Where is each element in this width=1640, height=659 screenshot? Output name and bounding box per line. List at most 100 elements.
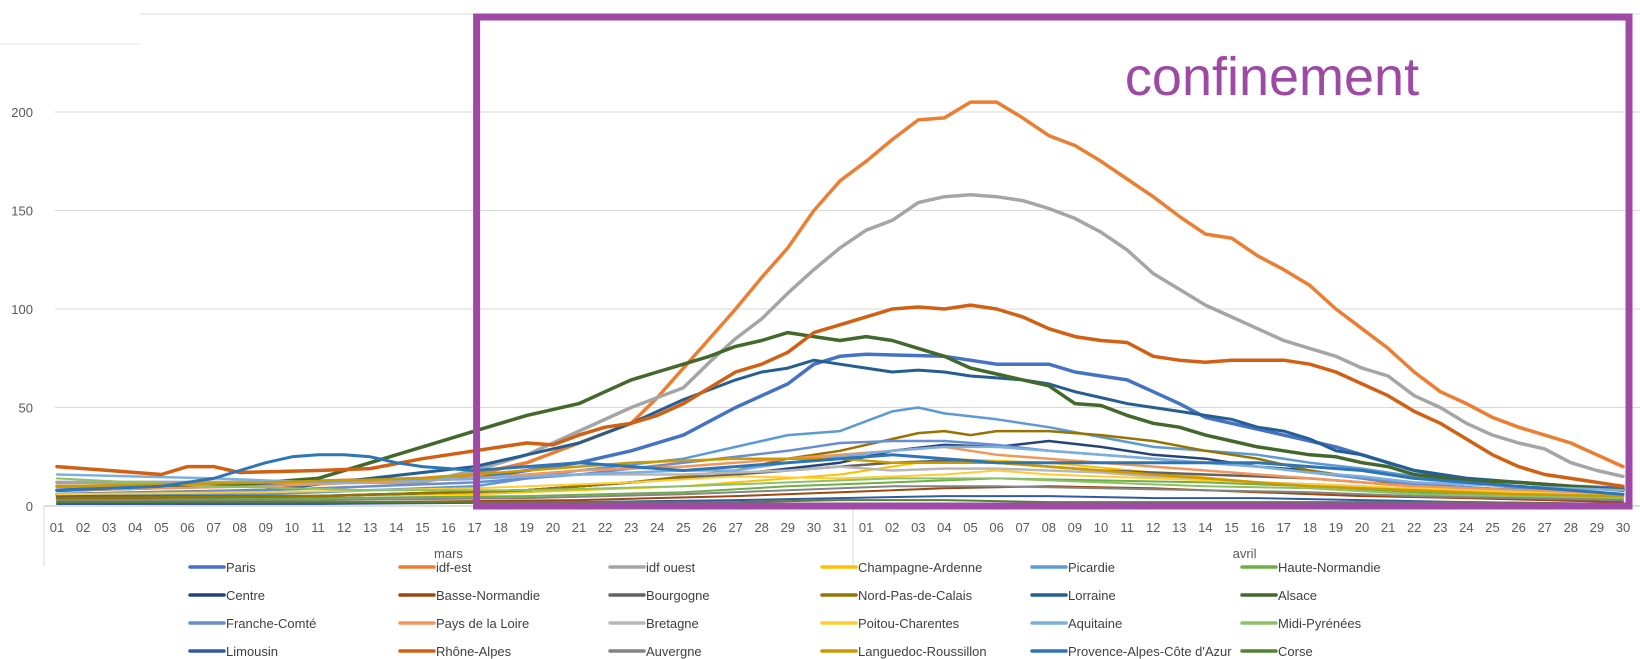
gridlines (0, 13, 1640, 507)
legend-label: Basse-Normandie (436, 588, 540, 603)
legend-item: Corse (1240, 644, 1313, 659)
legend-item: Centre (188, 588, 265, 603)
x-tick-label: 20 (546, 520, 560, 535)
series-line (55, 445, 1625, 492)
x-tick-label: 19 (1329, 520, 1343, 535)
x-tick-label: 19 (520, 520, 534, 535)
x-tick-label: 12 (1146, 520, 1160, 535)
x-tick-label: 06 (989, 520, 1003, 535)
legend-item: Champagne-Ardenne (820, 560, 982, 575)
x-tick-label: 15 (1224, 520, 1238, 535)
legend-label: idf-est (436, 560, 472, 575)
series-line (55, 453, 1625, 496)
confinement-label: confinement (1125, 47, 1419, 107)
legend-item: Languedoc-Roussillon (820, 644, 987, 659)
x-tick-label: 14 (1198, 520, 1212, 535)
x-tick-label: 08 (1042, 520, 1056, 535)
legend-label: Bretagne (646, 616, 699, 631)
legend-item: idf ouest (608, 560, 696, 575)
legend-label: Franche-Comté (226, 616, 316, 631)
x-tick-label: 24 (650, 520, 664, 535)
legend: Paris idf-est idf ouest Champagne-Ardenne Pi… (188, 560, 1381, 659)
legend-item: Provence-Alpes-Côte d'Azur (1030, 644, 1232, 659)
x-tick-label: 01 (50, 520, 64, 535)
x-tick-label: 14 (389, 520, 403, 535)
x-tick-label: 09 (259, 520, 273, 535)
legend-item: Limousin (188, 644, 278, 659)
x-tick-label: 28 (754, 520, 768, 535)
legend-item: Picardie (1030, 560, 1115, 575)
y-axis-ticks: 0 50 100 150 200 (11, 105, 33, 514)
x-tick-label: 05 (963, 520, 977, 535)
x-tick-label: 22 (1407, 520, 1421, 535)
legend-item: Basse-Normandie (398, 588, 540, 603)
y-tick-label: 0 (26, 499, 33, 514)
series-line (56, 499, 1624, 505)
series-line (55, 445, 1625, 496)
legend-label: Corse (1278, 644, 1313, 659)
x-tick-label: 17 (467, 520, 481, 535)
legend-label: idf ouest (646, 560, 696, 575)
x-tick-label: 01 (859, 520, 873, 535)
series-line (55, 457, 1625, 498)
legend-item: Haute-Normandie (1240, 560, 1381, 575)
legend-label: Languedoc-Roussillon (858, 644, 987, 659)
legend-label: Aquitaine (1068, 616, 1122, 631)
series-line (56, 485, 1624, 502)
legend-item: Midi-Pyrénées (1240, 616, 1362, 631)
legend-label: Champagne-Ardenne (858, 560, 982, 575)
y-tick-label: 100 (11, 302, 33, 317)
series-line (55, 303, 1625, 489)
x-tick-label: 26 (702, 520, 716, 535)
legend-label: Auvergne (646, 644, 702, 659)
legend-label: Limousin (226, 644, 278, 659)
series-line (55, 330, 1625, 492)
x-tick-label: 23 (624, 520, 638, 535)
x-tick-label: 17 (1276, 520, 1290, 535)
legend-item: Rhône-Alpes (398, 644, 512, 659)
x-tick-label: 02 (885, 520, 899, 535)
legend-item: idf-est (398, 560, 472, 575)
x-tick-label: 06 (180, 520, 194, 535)
x-tick-label: 16 (441, 520, 455, 535)
x-tick-label: 16 (1250, 520, 1264, 535)
x-tick-label: 02 (76, 520, 90, 535)
x-tick-label: 21 (1381, 520, 1395, 535)
y-tick-label: 150 (11, 204, 33, 219)
x-tick-label: 08 (232, 520, 246, 535)
series-line (56, 469, 1624, 498)
legend-label: Haute-Normandie (1278, 560, 1381, 575)
legend-label: Centre (226, 588, 265, 603)
legend-label: Provence-Alpes-Côte d'Azur (1068, 644, 1232, 659)
x-tick-label: 07 (206, 520, 220, 535)
legend-label: Midi-Pyrénées (1278, 616, 1362, 631)
x-tick-label: 27 (1537, 520, 1551, 535)
series-line (55, 192, 1625, 485)
legend-item: Aquitaine (1030, 616, 1122, 631)
legend-label: Alsace (1278, 588, 1317, 603)
confinement-box (473, 13, 1633, 510)
x-tick-label: 09 (1068, 520, 1082, 535)
x-tick-label: 11 (311, 520, 325, 535)
legend-item: Alsace (1240, 588, 1317, 603)
x-tick-label: 03 (911, 520, 925, 535)
legend-label: Nord-Pas-de-Calais (858, 588, 973, 603)
legend-label: Lorraine (1068, 588, 1116, 603)
x-tick-label: 29 (781, 520, 795, 535)
legend-item: Poitou-Charentes (820, 616, 960, 631)
legend-item: Nord-Pas-de-Calais (820, 588, 973, 603)
x-tick-label: 29 (1590, 520, 1604, 535)
x-tick-label: 25 (676, 520, 690, 535)
legend-label: Pays de la Loire (436, 616, 529, 631)
y-tick-label: 200 (11, 105, 33, 120)
x-tick-label: 18 (493, 520, 507, 535)
x-tick-label: 30 (1616, 520, 1630, 535)
x-tick-label: 03 (102, 520, 116, 535)
x-tick-label: 22 (598, 520, 612, 535)
legend-item: Lorraine (1030, 588, 1116, 603)
x-tick-label: 04 (937, 520, 951, 535)
legend-item: Franche-Comté (188, 616, 316, 631)
x-tick-label: 28 (1564, 520, 1578, 535)
x-tick-label: 31 (833, 520, 847, 535)
